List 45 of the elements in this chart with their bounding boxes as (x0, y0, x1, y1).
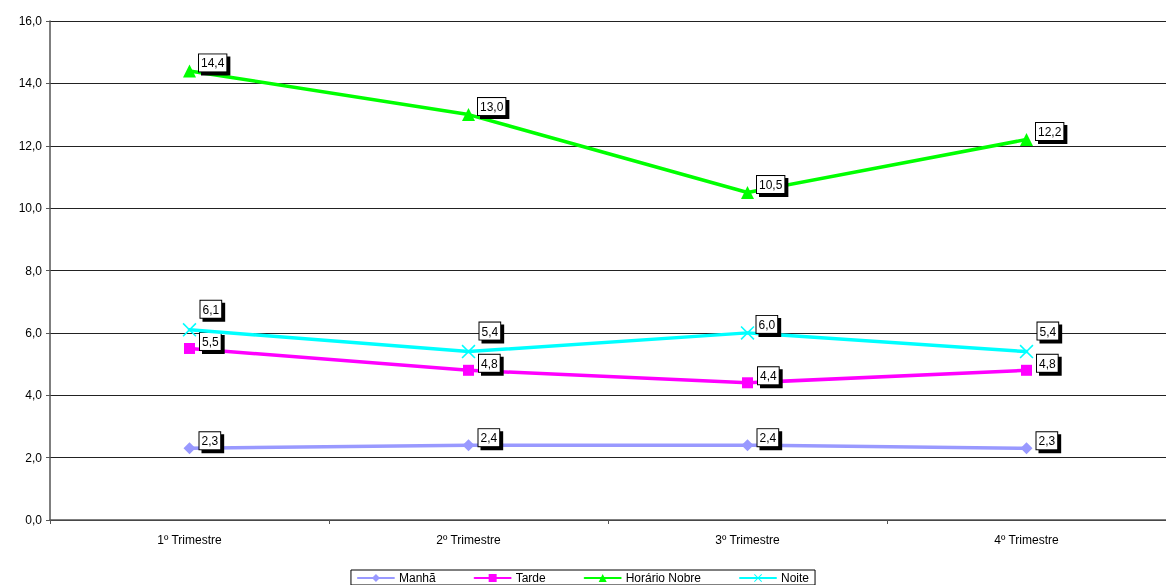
data-label: 5,4 (481, 324, 499, 339)
y-tick-label: 8,0 (25, 263, 43, 278)
x-tick-label: 4º Trimestre (994, 533, 1060, 547)
y-tick-label: 10,0 (18, 201, 43, 216)
point (461, 344, 476, 359)
y-tick-label: 16,0 (18, 14, 43, 28)
point (462, 108, 475, 122)
point (184, 342, 195, 354)
point (740, 325, 755, 340)
data-label: 10,5 (759, 178, 783, 193)
data-label: 4,8 (481, 356, 499, 371)
legend-label: Horário Nobre (625, 571, 702, 585)
point (463, 364, 474, 376)
data-label: 6,0 (758, 317, 776, 332)
point (182, 322, 197, 337)
point (741, 186, 754, 200)
point (1020, 133, 1033, 147)
y-tick-label: 14,0 (18, 76, 43, 91)
data-label: 2,3 (201, 434, 219, 449)
x-tick-label: 3º Trimestre (715, 533, 781, 547)
data-label: 5,5 (202, 334, 220, 349)
y-tick-label: 6,0 (25, 325, 43, 340)
data-label: 14,4 (201, 56, 225, 71)
data-label: 4,8 (1039, 356, 1057, 371)
data-label: 4,4 (760, 369, 778, 384)
y-tick-label: 0,0 (25, 513, 43, 527)
legend-label: Manhã (398, 571, 436, 585)
data-label: 12,2 (1038, 125, 1062, 140)
point (1019, 344, 1034, 359)
y-tick-label: 12,0 (18, 138, 43, 153)
data-label: 2,4 (480, 431, 498, 446)
point (1021, 364, 1032, 376)
point (742, 377, 753, 389)
data-label: 13,0 (480, 100, 504, 115)
legend-label: Tarde (515, 571, 546, 585)
x-tick-label: 2º Trimestre (436, 533, 502, 547)
data-label: 2,3 (1038, 434, 1056, 449)
x-tick-label: 1º Trimestre (157, 533, 223, 547)
point (183, 64, 196, 78)
data-label: 6,1 (202, 302, 220, 317)
y-tick-label: 4,0 (25, 388, 43, 403)
data-label: 5,4 (1039, 324, 1057, 339)
data-label: 2,4 (759, 431, 777, 446)
y-tick-label: 2,0 (25, 450, 43, 465)
legend-label: Noite (781, 571, 810, 585)
